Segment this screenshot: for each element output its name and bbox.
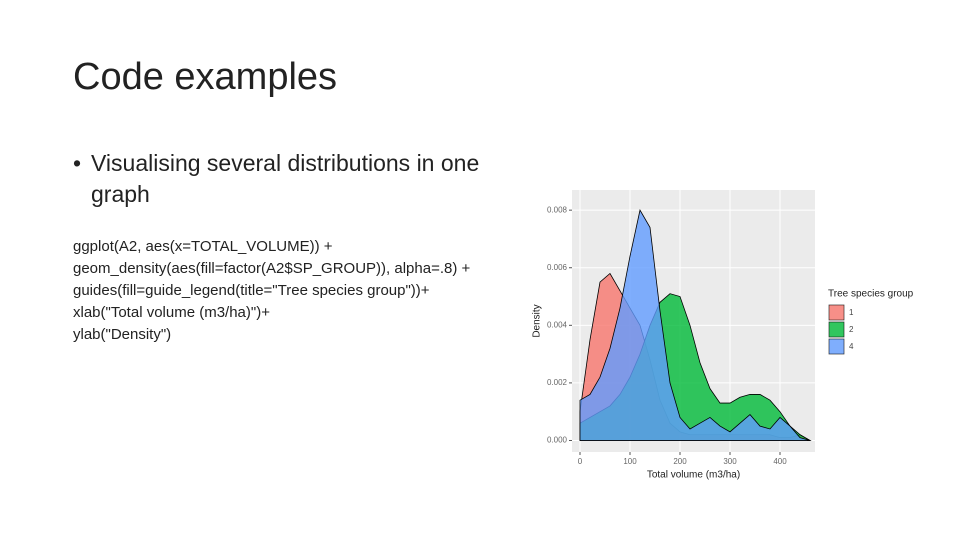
- x-tick-label: 400: [773, 457, 787, 466]
- legend-label: 2: [849, 325, 854, 334]
- y-axis-label: Density: [532, 304, 543, 337]
- code-line: ggplot(A2, aes(x=TOTAL_VOLUME)) +: [73, 238, 333, 255]
- x-tick-label: 200: [673, 457, 687, 466]
- x-axis-label: Total volume (m3/ha): [647, 470, 740, 481]
- y-tick-label: 0.000: [547, 436, 568, 445]
- y-tick-label: 0.002: [547, 378, 568, 387]
- density-area: [579, 209, 811, 441]
- code-line: ylab("Density"): [73, 326, 172, 343]
- code-line: xlab("Total volume (m3/ha)")+: [73, 304, 270, 321]
- bullet-text: Visualising several distributions in one…: [91, 150, 480, 207]
- legend-label: 1: [849, 308, 854, 317]
- legend-swatch: [828, 338, 845, 355]
- legend-swatch: [828, 321, 845, 338]
- bullet: • Visualising several distributions in o…: [73, 148, 493, 210]
- x-tick-label: 100: [623, 457, 637, 466]
- x-tick-label: 300: [723, 457, 737, 466]
- y-tick-label: 0.006: [547, 263, 568, 272]
- legend-title: Tree species group: [828, 289, 914, 300]
- legend-swatch: [828, 304, 845, 321]
- code-line: guides(fill=guide_legend(title="Tree spe…: [73, 282, 430, 299]
- slide-title: Code examples: [73, 56, 338, 98]
- x-tick-label: 0: [578, 457, 583, 466]
- y-tick-label: 0.004: [547, 320, 568, 329]
- code-line: geom_density(aes(fill=factor(A2$SP_GROUP…: [73, 260, 471, 277]
- legend-label: 4: [849, 342, 854, 351]
- code-block: ggplot(A2, aes(x=TOTAL_VOLUME)) + geom_de…: [73, 236, 470, 346]
- y-tick-label: 0.008: [547, 205, 568, 214]
- bullet-dot: •: [73, 150, 82, 176]
